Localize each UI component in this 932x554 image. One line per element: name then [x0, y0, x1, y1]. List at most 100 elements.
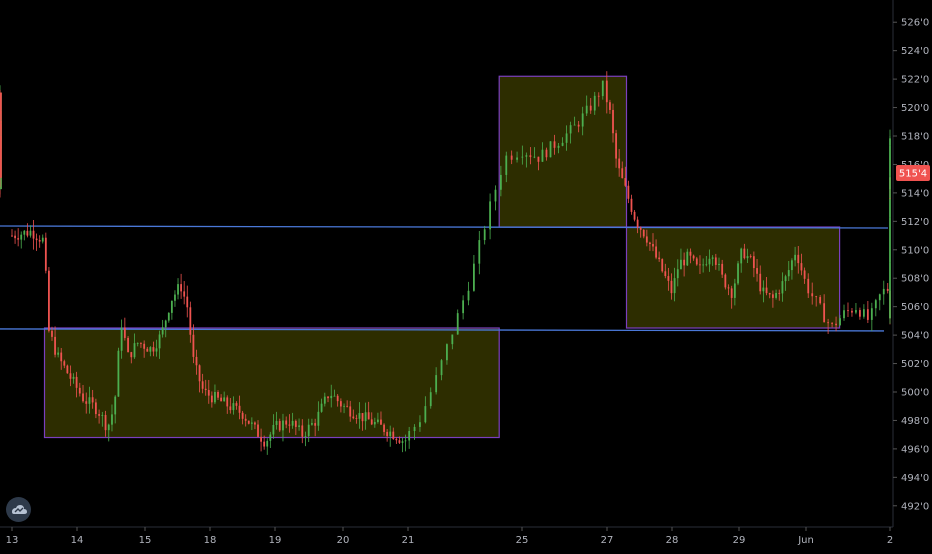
candle-body: [41, 237, 44, 242]
candle-body: [250, 422, 253, 424]
candle-body: [38, 240, 41, 242]
candle-body: [473, 263, 475, 291]
y-tick-label: 504'0: [901, 331, 929, 342]
candle-body: [266, 440, 269, 447]
x-tick-label: 20: [337, 535, 350, 546]
candle-body: [683, 259, 686, 266]
y-tick-label: 506'0: [901, 302, 929, 313]
candle-body: [870, 308, 873, 320]
candle-body: [257, 424, 259, 437]
candle-body: [889, 193, 891, 218]
candle-body: [435, 375, 438, 393]
candle-body: [330, 395, 333, 399]
candle-body: [692, 255, 695, 259]
candle-body: [549, 141, 552, 158]
candle-body: [60, 352, 63, 362]
candle-body: [811, 293, 814, 297]
candle-body: [226, 397, 229, 407]
candle-body: [301, 425, 304, 437]
candle-body: [20, 234, 23, 240]
candle-body: [721, 263, 724, 275]
candle-body: [878, 294, 881, 301]
candle-body: [886, 288, 889, 291]
candle-body: [14, 235, 16, 239]
candle-body: [561, 142, 564, 146]
candle-body: [478, 240, 481, 264]
candle-body: [440, 360, 443, 376]
candle-body: [63, 361, 66, 366]
candle-body: [636, 219, 639, 228]
candle-body: [462, 300, 465, 314]
cloud-icon: [12, 505, 27, 514]
candle-body: [198, 365, 201, 382]
candle-body: [714, 257, 717, 265]
candle-body: [0, 144, 2, 160]
candle-body: [238, 405, 241, 413]
candle-body: [630, 198, 633, 212]
candle-body: [143, 343, 146, 349]
candle-body: [0, 120, 2, 124]
candle-body: [23, 230, 26, 235]
candle-body: [247, 420, 250, 424]
candle-body: [98, 414, 101, 416]
candle-body: [54, 336, 56, 355]
candle-body: [78, 387, 81, 394]
candle-body: [581, 113, 584, 127]
x-tick-label: 18: [204, 535, 217, 546]
candle-body: [48, 270, 50, 331]
candle-body: [66, 365, 69, 374]
x-tick-label: 21: [402, 535, 415, 546]
candle-body: [380, 419, 382, 425]
candle-body: [689, 251, 692, 256]
candle-body: [355, 418, 358, 420]
tradingview-logo-icon[interactable]: [6, 497, 31, 522]
candle-body: [621, 168, 624, 179]
y-tick-label: 500'0: [901, 388, 929, 399]
candle-body: [743, 248, 746, 259]
candle-body: [553, 141, 556, 148]
candle-body: [573, 124, 576, 126]
candle-body: [695, 258, 698, 265]
candle-body: [177, 284, 179, 295]
candle-body: [320, 403, 323, 412]
candle-body: [17, 238, 20, 240]
candle-body: [429, 392, 432, 407]
level-line-1: [0, 328, 885, 332]
candle-body: [705, 264, 708, 266]
candle-body: [612, 109, 614, 134]
candle-body: [174, 294, 176, 301]
candle-body: [294, 420, 297, 427]
candle-body: [127, 337, 129, 353]
candle-body: [395, 438, 398, 441]
candle-body: [569, 125, 572, 134]
candle-body: [483, 229, 486, 241]
candle-body: [336, 395, 339, 402]
x-tick-label: 13: [6, 535, 19, 546]
candle-body: [232, 403, 235, 411]
candle-body: [180, 284, 183, 292]
candle-body: [746, 256, 749, 259]
candle-body: [314, 423, 317, 426]
candle-body: [88, 397, 91, 404]
candle-body: [136, 342, 139, 344]
y-tick-label: 526'0: [901, 18, 929, 29]
candle-body: [847, 310, 849, 312]
candle-body: [333, 395, 336, 397]
candle-body: [298, 425, 300, 427]
candle-body: [117, 350, 120, 397]
y-axis: 526'0524'0522'0520'0518'0516'0514'0512'0…: [893, 18, 929, 512]
y-tick-label: 520'0: [901, 103, 929, 114]
candle-body: [123, 327, 126, 338]
candle-body: [377, 419, 379, 422]
candle-body: [327, 396, 329, 399]
candle-body: [686, 251, 689, 266]
x-tick-label: 14: [71, 535, 84, 546]
candle-body: [843, 310, 845, 319]
candle-body: [775, 292, 777, 298]
candle-body: [597, 95, 600, 97]
candle-body: [170, 300, 173, 313]
candle-body: [223, 397, 226, 402]
candle-body: [0, 129, 2, 140]
